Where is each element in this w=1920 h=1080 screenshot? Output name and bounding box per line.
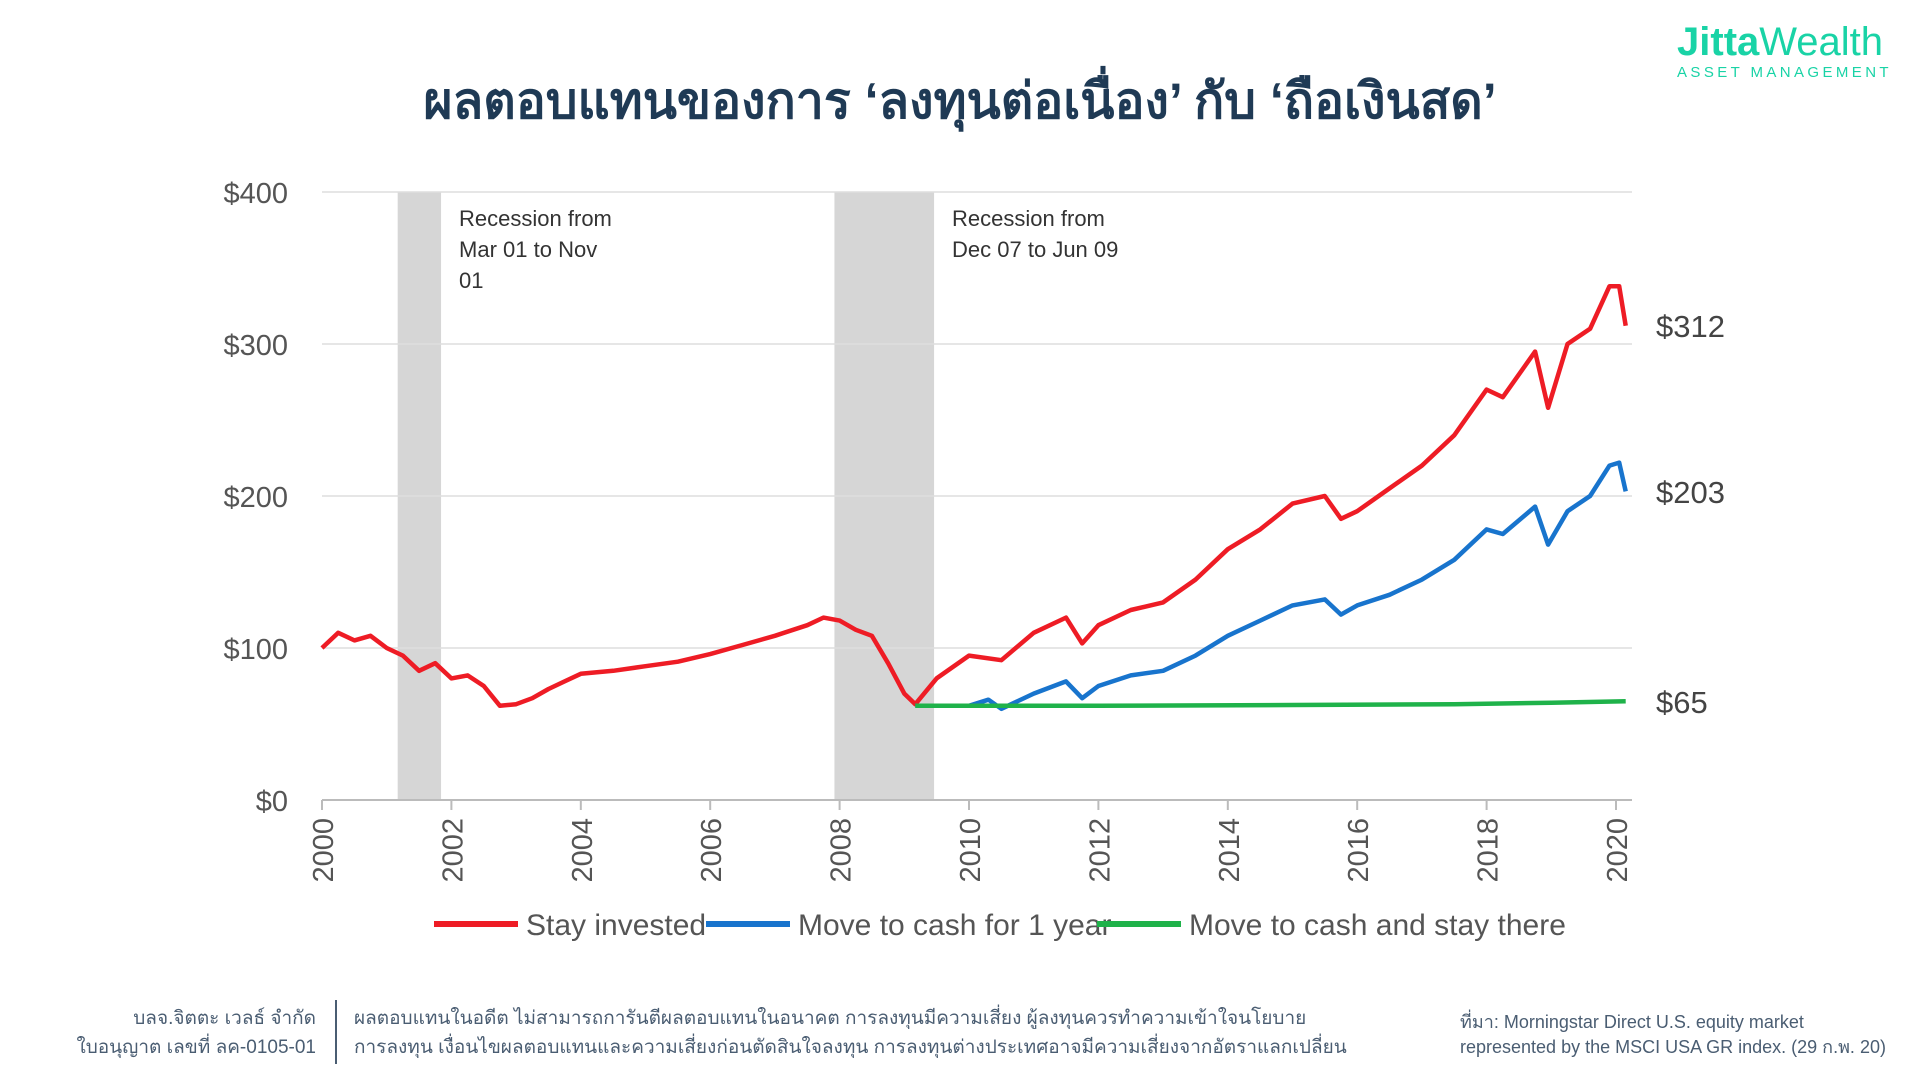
footer-divider	[335, 1000, 337, 1064]
logo-brand-bold: Jitta	[1677, 20, 1760, 64]
series-end-label: $312	[1656, 309, 1725, 344]
footer-company: บลจ.จิตตะ เวลธ์ จำกัด ใบอนุญาต เลขที่ ลค…	[76, 1004, 316, 1062]
y-tick-label: $100	[223, 634, 288, 666]
x-tick-label: 2014	[1214, 818, 1246, 883]
x-tick-label: 2000	[308, 818, 340, 883]
footer-source: ที่มา: Morningstar Direct U.S. equity ma…	[1460, 1010, 1886, 1060]
license-number: ใบอนุญาต เลขที่ ลค-0105-01	[76, 1037, 316, 1058]
recession-label: Recession from	[952, 206, 1105, 231]
x-tick-label: 2018	[1473, 818, 1505, 883]
recession-label: 01	[459, 268, 483, 293]
company-name: บลจ.จิตตะ เวลธ์ จำกัด	[133, 1008, 316, 1029]
legend-label: Stay invested	[526, 909, 706, 942]
x-tick-label: 2006	[696, 818, 728, 883]
x-tick-label: 2016	[1343, 818, 1375, 883]
x-tick-label: 2020	[1602, 818, 1634, 883]
jitta-wealth-logo: JittaWealth ASSET MANAGEMENT	[1677, 20, 1892, 81]
series-end-label: $65	[1656, 685, 1708, 720]
recession-label: Recession from	[459, 206, 612, 231]
recession-label: Mar 01 to Nov	[459, 237, 597, 262]
x-tick-label: 2010	[955, 818, 987, 883]
x-tick-label: 2004	[567, 818, 599, 883]
series-line-1	[915, 460, 1628, 712]
y-tick-label: $0	[256, 786, 288, 818]
source-line: ที่มา: Morningstar Direct U.S. equity ma…	[1460, 1012, 1804, 1032]
series-line-0	[320, 283, 1628, 709]
y-tick-label: $200	[223, 482, 288, 514]
series-line-2	[915, 698, 1626, 709]
logo-brand-light: Wealth	[1759, 20, 1884, 64]
x-tick-label: 2012	[1084, 818, 1116, 883]
x-tick-label: 2002	[437, 818, 469, 883]
disclaimer-line: ผลตอบแทนในอดีต ไม่สามารถการันตีผลตอบแทนใ…	[354, 1008, 1307, 1029]
y-tick-label: $300	[223, 330, 288, 362]
page-title: ผลตอบแทนของการ ‘ลงทุนต่อเนื่อง’ กับ ‘ถือ…	[423, 73, 1497, 129]
legend-label: Move to cash for 1 year	[798, 909, 1111, 942]
disclaimer-line: การลงทุน เงื่อนไขผลตอบแทนและความเสี่ยงก่…	[354, 1037, 1347, 1058]
logo-tagline: ASSET MANAGEMENT	[1677, 64, 1892, 81]
source-line: represented by the MSCI USA GR index. (2…	[1460, 1037, 1886, 1057]
legend-label: Move to cash and stay there	[1189, 909, 1566, 942]
line-chart: Recession from Mar 01 to Nov 01 Recession f…	[223, 178, 1725, 942]
footer-disclaimer: ผลตอบแทนในอดีต ไม่สามารถการันตีผลตอบแทนใ…	[354, 1004, 1347, 1062]
y-tick-label: $400	[223, 178, 288, 210]
recession-label: Dec 07 to Jun 09	[952, 237, 1118, 262]
x-tick-label: 2008	[826, 818, 858, 883]
series-end-label: $203	[1656, 475, 1725, 510]
